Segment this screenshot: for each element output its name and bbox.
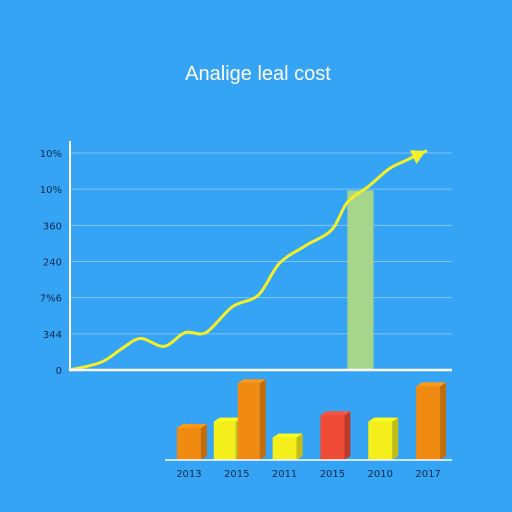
bar-side [440, 382, 447, 460]
bar-top [213, 417, 242, 422]
y-tick-label: 360 [43, 221, 62, 232]
x-tick-label: 2015 [320, 469, 345, 480]
bar [320, 415, 345, 460]
bar-side [259, 379, 266, 460]
line-series-group [68, 149, 428, 372]
y-tick-label: 10% [40, 185, 62, 196]
y-tick-label: 344 [43, 330, 62, 341]
bar-side [344, 411, 351, 460]
bar-series-group [165, 379, 452, 461]
y-tick-label: 0 [56, 366, 62, 377]
line-series [68, 149, 428, 372]
bar-side [392, 417, 399, 460]
grid-lines [70, 152, 452, 335]
bar [213, 421, 236, 460]
bar-top [368, 417, 399, 422]
y-tick-label: 10% [40, 149, 62, 160]
bar [368, 421, 393, 460]
bar-top [272, 433, 303, 438]
line-arrowhead [409, 150, 426, 164]
axes [69, 141, 452, 372]
bar-side [296, 433, 303, 460]
bar-top [320, 411, 351, 416]
bar [176, 428, 201, 460]
x-tick-label: 2010 [368, 469, 393, 480]
bar-top [176, 424, 207, 428]
bar [272, 437, 297, 460]
y-tick-label: 240 [43, 258, 62, 269]
bar [237, 383, 260, 460]
highlight-bar-group [347, 190, 374, 370]
chart-title: Analige leal cost [185, 63, 331, 85]
y-tick-label: 7%6 [40, 294, 62, 305]
highlight-bar [347, 190, 374, 370]
x-tick-label: 2017 [415, 469, 440, 480]
x-tick-labels: 2013 2015 2011 2015 2010 2017 [176, 469, 441, 480]
bar-top [237, 379, 266, 384]
bar-side [200, 424, 207, 460]
bar-top [416, 382, 447, 387]
x-tick-label: 2013 [176, 469, 201, 480]
y-tick-labels: 0 344 7%6 240 360 10% 10% [40, 149, 62, 377]
x-tick-label: 2015 [224, 469, 249, 480]
bar [416, 386, 441, 460]
x-tick-label: 2011 [272, 469, 297, 480]
